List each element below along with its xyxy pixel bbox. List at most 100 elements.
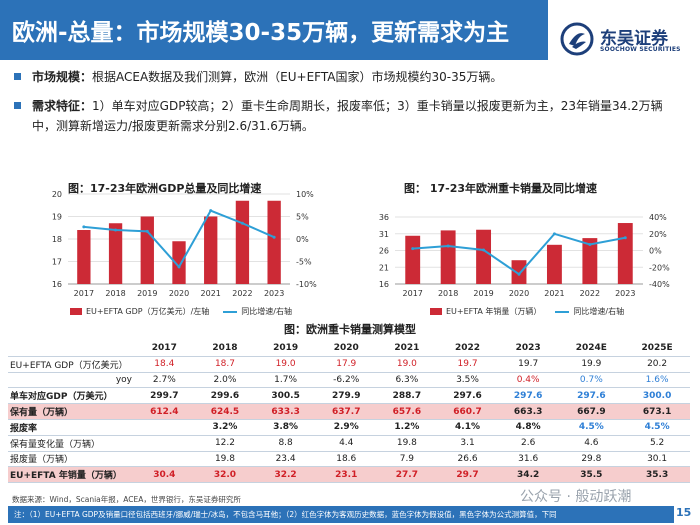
y-left-tick: 31: [379, 230, 389, 239]
table-row: EU+EFTA GDP（万亿美元） 18.4 18.7 19.0 17.9 19.0 19.…: [8, 356, 690, 373]
table-cell: [134, 435, 195, 452]
table-cell: 4.8%: [497, 419, 559, 436]
source-note: 数据来源：Wind，Scania年报，ACEA，世界银行，东吴证券研究所: [12, 495, 241, 504]
table-cell: 20.2: [624, 356, 690, 373]
bar: [405, 235, 421, 284]
page-number: 15: [676, 506, 692, 519]
table-header-cell: 2017: [134, 341, 195, 357]
bar: [172, 241, 186, 284]
table-header-cell: 2018: [194, 341, 256, 357]
table-cell: 663.3: [497, 403, 559, 420]
table-header-cell: 2020: [315, 341, 377, 357]
legend-line-label: 同比增速/右轴: [573, 307, 625, 316]
table-cell: 637.7: [315, 403, 377, 420]
table-header-cell: 2019: [255, 341, 316, 357]
table-cell: 29.8: [558, 451, 625, 468]
x-tick: 2023: [615, 289, 635, 298]
y-left-tick: 26: [379, 247, 389, 256]
table-cell: 17.9: [315, 356, 377, 373]
table-cell: 4.4: [315, 435, 377, 452]
table-cell: 19.0: [255, 356, 316, 373]
growth-point: [552, 232, 556, 236]
table-cell: 7.9: [376, 451, 438, 468]
bar: [546, 244, 562, 284]
table-cell: 32.2: [255, 466, 316, 484]
table-row: yoy 2.7% 2.0% 1.7% -6.2% 6.3% 3.5% 0.4% 0.7% 1.6%: [8, 372, 690, 389]
table-cell: [134, 419, 195, 436]
x-tick: 2017: [403, 289, 423, 298]
growth-point: [517, 272, 521, 276]
table-cell: 8.8: [255, 435, 316, 452]
table-cell: 3.5%: [437, 372, 498, 389]
table-header-cell: 2022: [437, 341, 498, 357]
y-left-tick: 36: [379, 213, 389, 222]
table-cell: 300.5: [255, 387, 316, 405]
y-right-tick: 20%: [649, 230, 667, 239]
y-left-tick: 16: [379, 280, 389, 289]
table-cell: 2.9%: [315, 419, 377, 436]
growth-point: [177, 265, 181, 269]
model-table: 2017 2018 2019 2020 2021 2022 2023 2024E 2025E EU…: [8, 341, 690, 484]
bar: [267, 200, 281, 284]
bullet-market-size: 市场规模：根据ACEA数据及我们测算，欧洲（EU+EFTA国家）市场规模约30-…: [14, 67, 686, 87]
y-right-tick: -40%: [649, 280, 670, 289]
bar: [617, 223, 633, 284]
table-cell: 4.5%: [558, 419, 625, 436]
y-left-tick: 19: [52, 213, 62, 222]
table-header-cell: 2025E: [624, 341, 690, 357]
growth-point: [411, 247, 415, 251]
table-header-row: 2017 2018 2019 2020 2021 2022 2023 2024E 2025E: [8, 341, 690, 357]
table-cell: 30.1: [624, 451, 690, 468]
y-left-tick: 16: [52, 280, 62, 289]
bullet-label: 需求特征：: [32, 99, 93, 113]
bar: [204, 216, 218, 284]
row-label: 保有量变化量（万辆）: [8, 435, 134, 452]
soochow-logo-icon: [560, 22, 594, 56]
table-cell: 34.2: [497, 466, 559, 484]
table-cell: 18.7: [194, 356, 256, 373]
table-cell: 30.4: [134, 466, 195, 484]
bullet-text: 1）单车对应GDP较高；2）重卡生命周期长，报废率低；3）重卡销量以报废更新为主…: [32, 99, 663, 133]
table-cell: 297.6: [558, 387, 625, 405]
bullet-demand: 需求特征：1）单车对应GDP较高；2）重卡生命周期长，报废率低；3）重卡销量以报…: [14, 96, 686, 136]
y-right-tick: -10%: [296, 280, 317, 289]
growth-point: [482, 248, 486, 252]
bar: [582, 238, 598, 284]
table-cell: 657.6: [376, 403, 438, 420]
table-cell: 660.7: [437, 403, 498, 420]
x-tick: 2019: [137, 289, 157, 298]
table-cell: 26.6: [437, 451, 498, 468]
growth-point: [114, 228, 118, 232]
row-label: 报废率: [8, 419, 134, 436]
table-cell: 299.7: [134, 387, 195, 405]
row-label: 单车对应GDP（万美元）: [8, 387, 134, 405]
bar: [140, 216, 154, 284]
table-cell: 300.0: [624, 387, 690, 405]
table-cell: 19.7: [497, 356, 559, 373]
y-left-tick: 21: [379, 263, 389, 272]
growth-point: [82, 225, 86, 229]
table-cell: 23.4: [255, 451, 316, 468]
table-title: 图：欧洲重卡销量测算模型: [284, 323, 416, 336]
table-cell: 612.4: [134, 403, 195, 420]
table-cell: 29.7: [437, 466, 498, 484]
page-title: 欧洲-总量：市场规模30-35万辆，更新需求为主: [12, 20, 510, 46]
x-tick: 2023: [264, 289, 284, 298]
row-label: 保有量（万辆）: [8, 403, 134, 420]
y-right-tick: 40%: [649, 213, 667, 222]
table-cell: 23.1: [315, 466, 377, 484]
y-right-tick: 0%: [296, 235, 309, 244]
row-label: yoy: [8, 372, 134, 389]
watermark: 公众号 · 般动跃潮: [520, 489, 632, 505]
y-left-tick: 17: [52, 258, 62, 267]
table-cell: 3.1: [437, 435, 498, 452]
chart2-title: 图： 17-23年欧洲重卡销量及同比增速: [404, 182, 598, 195]
table-cell: 633.3: [255, 403, 316, 420]
table-cell: 4.6: [558, 435, 625, 452]
bullet-square-icon: [14, 102, 21, 109]
x-tick: 2017: [74, 289, 94, 298]
table-header-cell: 2024E: [558, 341, 625, 357]
x-tick: 2022: [232, 289, 252, 298]
row-label: 报废量（万辆）: [8, 451, 134, 468]
